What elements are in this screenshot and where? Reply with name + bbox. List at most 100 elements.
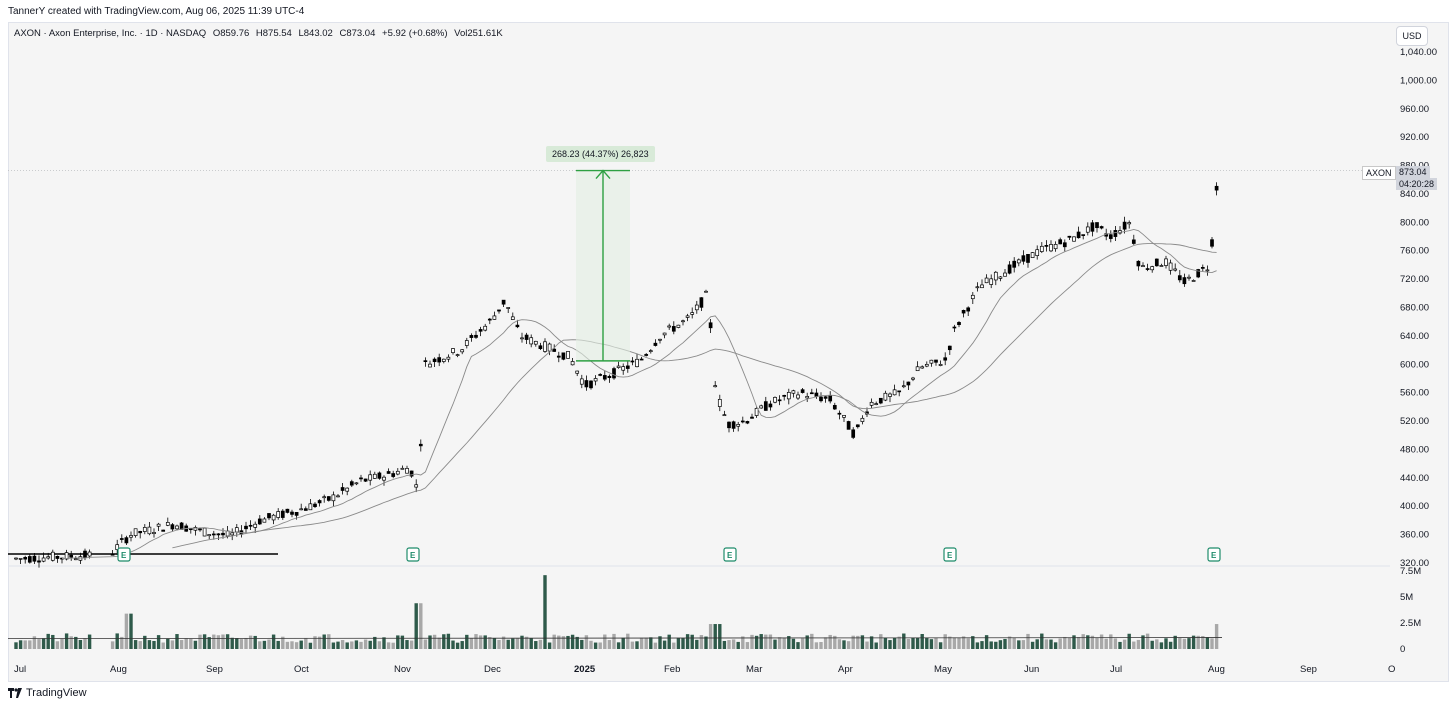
- volume-bar: [469, 638, 474, 649]
- volume-bar: [1191, 635, 1196, 649]
- candle-body: [510, 316, 515, 320]
- candle-body: [483, 325, 488, 331]
- chart-panel[interactable]: [8, 22, 1449, 682]
- candle-body: [874, 403, 879, 405]
- candle-body: [253, 523, 258, 528]
- candle-body: [1035, 249, 1040, 256]
- candle-body: [248, 524, 253, 527]
- candle-body: [1145, 268, 1150, 270]
- candle-body: [690, 312, 695, 315]
- candle-body: [561, 352, 566, 360]
- candle-body: [676, 324, 681, 328]
- candle-body: [1131, 239, 1136, 244]
- volume-bar: [78, 639, 83, 649]
- candle-body: [359, 477, 363, 480]
- x-tick-label: Oct: [294, 664, 309, 675]
- candle-body: [616, 365, 621, 368]
- volume-bar: [221, 634, 225, 649]
- price-tick-label: 840.00: [1400, 189, 1429, 200]
- volume-bar: [1201, 635, 1205, 649]
- candle-body: [1016, 259, 1021, 264]
- currency-button[interactable]: USD: [1396, 26, 1428, 46]
- candle-body: [363, 478, 368, 482]
- volume-bar: [534, 641, 538, 649]
- candle-body: [791, 390, 796, 394]
- candle-body: [207, 534, 212, 537]
- candle-body: [202, 527, 207, 537]
- volume-bar: [846, 641, 851, 649]
- close-value: C873.04: [339, 28, 376, 39]
- candle-body: [428, 363, 432, 368]
- tradingview-logo[interactable]: TradingView: [8, 687, 87, 699]
- candle-body: [280, 510, 285, 518]
- volume-bar: [258, 641, 262, 649]
- candle-body: [621, 366, 626, 371]
- x-tick-label: Jul: [14, 664, 26, 675]
- candle-body: [267, 513, 271, 519]
- candle-body: [55, 555, 60, 559]
- volume-bar: [888, 640, 892, 649]
- candle-body: [372, 473, 377, 479]
- volume-bar: [731, 639, 736, 649]
- candle-body: [354, 482, 359, 485]
- volume-bar: [934, 637, 938, 649]
- candle-body: [809, 392, 814, 395]
- volume-bar: [235, 638, 239, 649]
- earnings-marker: [943, 547, 957, 562]
- candle-body: [671, 326, 676, 332]
- volume-bar: [787, 636, 791, 649]
- volume-bar: [359, 641, 363, 649]
- volume-bar: [248, 635, 253, 649]
- candle-body: [607, 375, 612, 379]
- candle-body: [50, 551, 55, 561]
- volume-bar: [483, 635, 487, 649]
- volume-bar: [658, 636, 662, 649]
- candle-body: [713, 385, 718, 388]
- candle-body: [322, 496, 327, 499]
- candle-body: [83, 550, 87, 558]
- volume-bar: [575, 636, 579, 649]
- candle-body: [584, 380, 589, 388]
- candle-body: [1154, 258, 1159, 267]
- candle-body: [598, 374, 603, 376]
- volume-bar: [722, 640, 727, 649]
- volume-bar: [690, 634, 694, 649]
- volume-bar: [115, 633, 119, 649]
- volume-bar: [1205, 637, 1210, 649]
- volume-bar: [851, 635, 855, 649]
- candle-body: [538, 345, 543, 349]
- volume-bar: [1109, 634, 1113, 649]
- candle-body: [533, 340, 538, 345]
- volume-bar: [644, 637, 648, 649]
- candle-body: [303, 508, 308, 511]
- candle-body: [377, 472, 382, 479]
- candle-body: [667, 325, 672, 328]
- volume-bar: [37, 639, 41, 649]
- volume-bar: [837, 639, 842, 649]
- candle-body: [662, 332, 667, 336]
- volume-bar: [373, 636, 377, 649]
- candle-body: [860, 417, 865, 422]
- candle-body: [23, 557, 28, 560]
- candle-body: [722, 414, 727, 417]
- volume-bar: [414, 603, 418, 649]
- candle-body: [349, 481, 354, 486]
- volume-bar: [354, 640, 359, 649]
- candle-body: [1081, 234, 1086, 236]
- candle-body: [1214, 185, 1219, 191]
- candle-body: [855, 424, 860, 428]
- volume-bar: [1210, 638, 1214, 649]
- volume-bar: [713, 624, 717, 649]
- candle-body: [1200, 267, 1205, 269]
- volume-bar: [317, 636, 322, 649]
- volume-bar: [207, 637, 211, 649]
- candle-body: [179, 522, 184, 530]
- candle-body: [395, 470, 400, 475]
- volume-bar: [460, 641, 464, 649]
- x-tick-label: Sep: [1300, 664, 1317, 675]
- candle-body: [1049, 244, 1053, 252]
- volume-bar: [1164, 638, 1168, 649]
- candle-body: [934, 359, 938, 363]
- price-tick-label: 440.00: [1400, 473, 1429, 484]
